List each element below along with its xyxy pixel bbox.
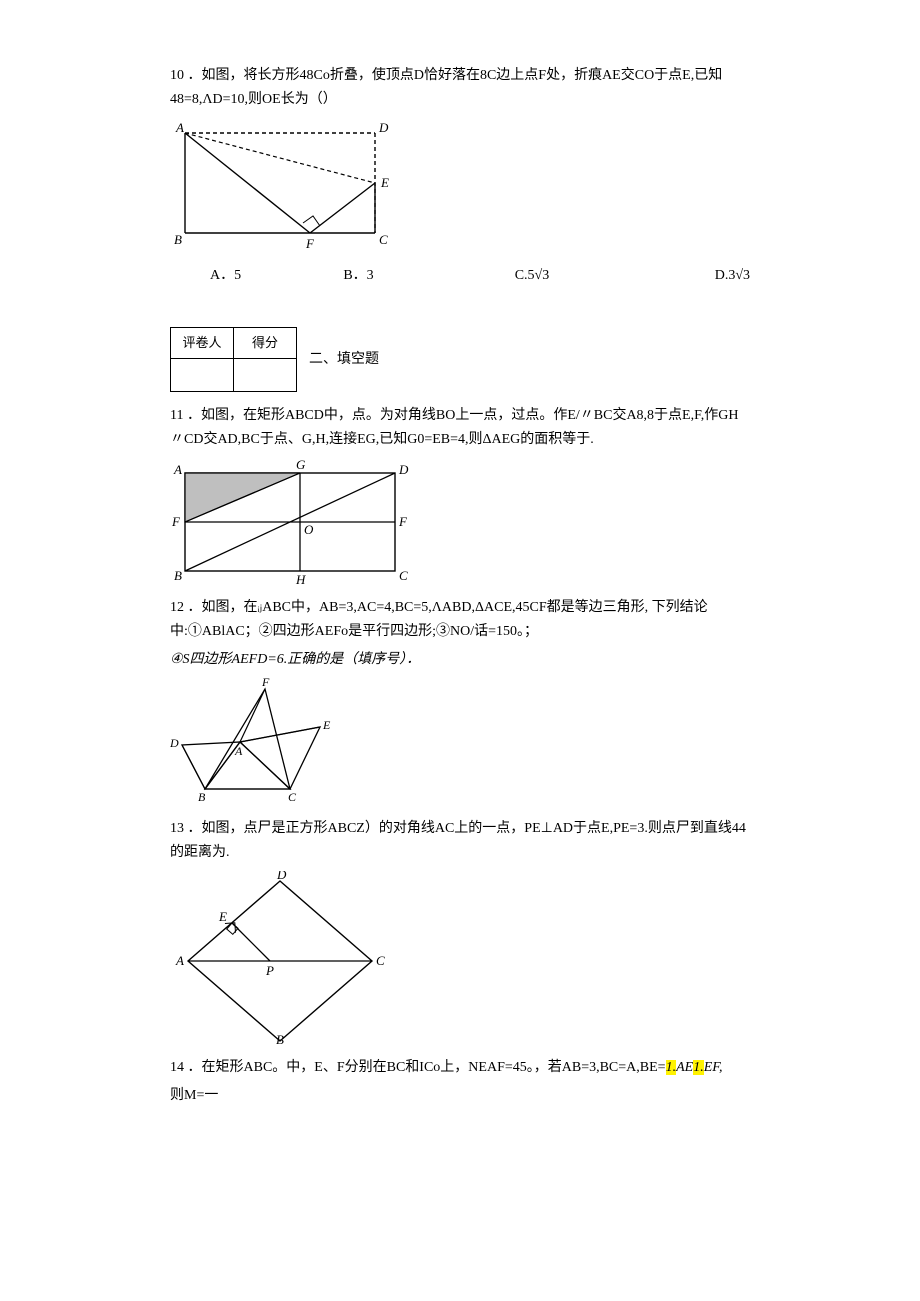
svg-text:D: D <box>170 736 179 750</box>
svg-text:O: O <box>304 522 314 537</box>
svg-text:C: C <box>288 790 297 804</box>
q10-opt-d: D.3√3 <box>715 264 750 288</box>
q13-figure: A D C B E P <box>170 871 750 1046</box>
section-title: 二、填空题 <box>309 348 379 372</box>
svg-text:A: A <box>175 953 184 968</box>
q10-options: A．5 B．3 C.5√3 D.3√3 <box>170 264 750 288</box>
svg-text:D: D <box>378 120 389 135</box>
score-col2: 得分 <box>234 328 297 359</box>
q10-figure: A D B C E F <box>170 118 750 254</box>
svg-text:C: C <box>376 953 385 968</box>
q10-text: 10 ．如图，将长方形48Co折叠，使顶点D恰好落在8C边上点F处，折痕AE交C… <box>170 64 750 112</box>
score-table: 评卷人 得分 <box>170 327 297 392</box>
svg-text:A: A <box>234 744 243 758</box>
q12-line2: ④S四边形AEFD=6.正确的是（填序号）． <box>170 648 750 672</box>
svg-text:B: B <box>174 568 182 583</box>
section-header: 评卷人 得分 二、填空题 <box>170 327 750 392</box>
svg-text:F: F <box>398 514 408 529</box>
svg-text:C: C <box>379 232 388 247</box>
svg-text:C: C <box>399 568 408 583</box>
svg-text:P: P <box>265 963 274 978</box>
q10-opt-c: C.5√3 <box>515 264 715 288</box>
svg-text:E: E <box>218 909 227 924</box>
svg-text:F: F <box>261 677 270 689</box>
q12-figure: A B C D E F <box>170 677 750 807</box>
svg-text:D: D <box>398 462 409 477</box>
svg-text:A: A <box>175 120 184 135</box>
q14-line2: 则M=一 <box>170 1084 750 1108</box>
svg-text:G: G <box>296 458 306 472</box>
score-col1: 评卷人 <box>171 328 234 359</box>
svg-text:A: A <box>173 462 182 477</box>
q10-opt-a: A．5 <box>210 264 343 288</box>
svg-text:B: B <box>276 1032 284 1046</box>
q12-line1: 12 ．如图，在ᵢⱼABC中，AB=3,AC=4,BC=5,ΛABD,ΔACE,… <box>170 596 750 644</box>
svg-text:B: B <box>198 790 206 804</box>
svg-text:E: E <box>380 175 389 190</box>
svg-text:F: F <box>171 514 181 529</box>
q11-figure: A D B C G H F F O <box>170 458 750 586</box>
svg-text:B: B <box>174 232 182 247</box>
q10-opt-b: B．3 <box>343 264 514 288</box>
svg-text:H: H <box>295 572 306 586</box>
svg-text:D: D <box>276 871 287 882</box>
q13-text: 13 ．如图，点尸是正方形ABCZ）的对角线AC上的一点，PE⊥AD于点E,PE… <box>170 817 750 865</box>
svg-text:F: F <box>305 236 315 251</box>
q14-line1: 14 ．在矩形ABC。中，E、F分别在BC和ICo上，NEAF=45。，若AB=… <box>170 1056 750 1080</box>
svg-text:E: E <box>322 718 331 732</box>
q11-text: 11 ．如图，在矩形ABCD中，点。为对角线BO上一点，过点。作E/〃BC交A8… <box>170 404 750 452</box>
